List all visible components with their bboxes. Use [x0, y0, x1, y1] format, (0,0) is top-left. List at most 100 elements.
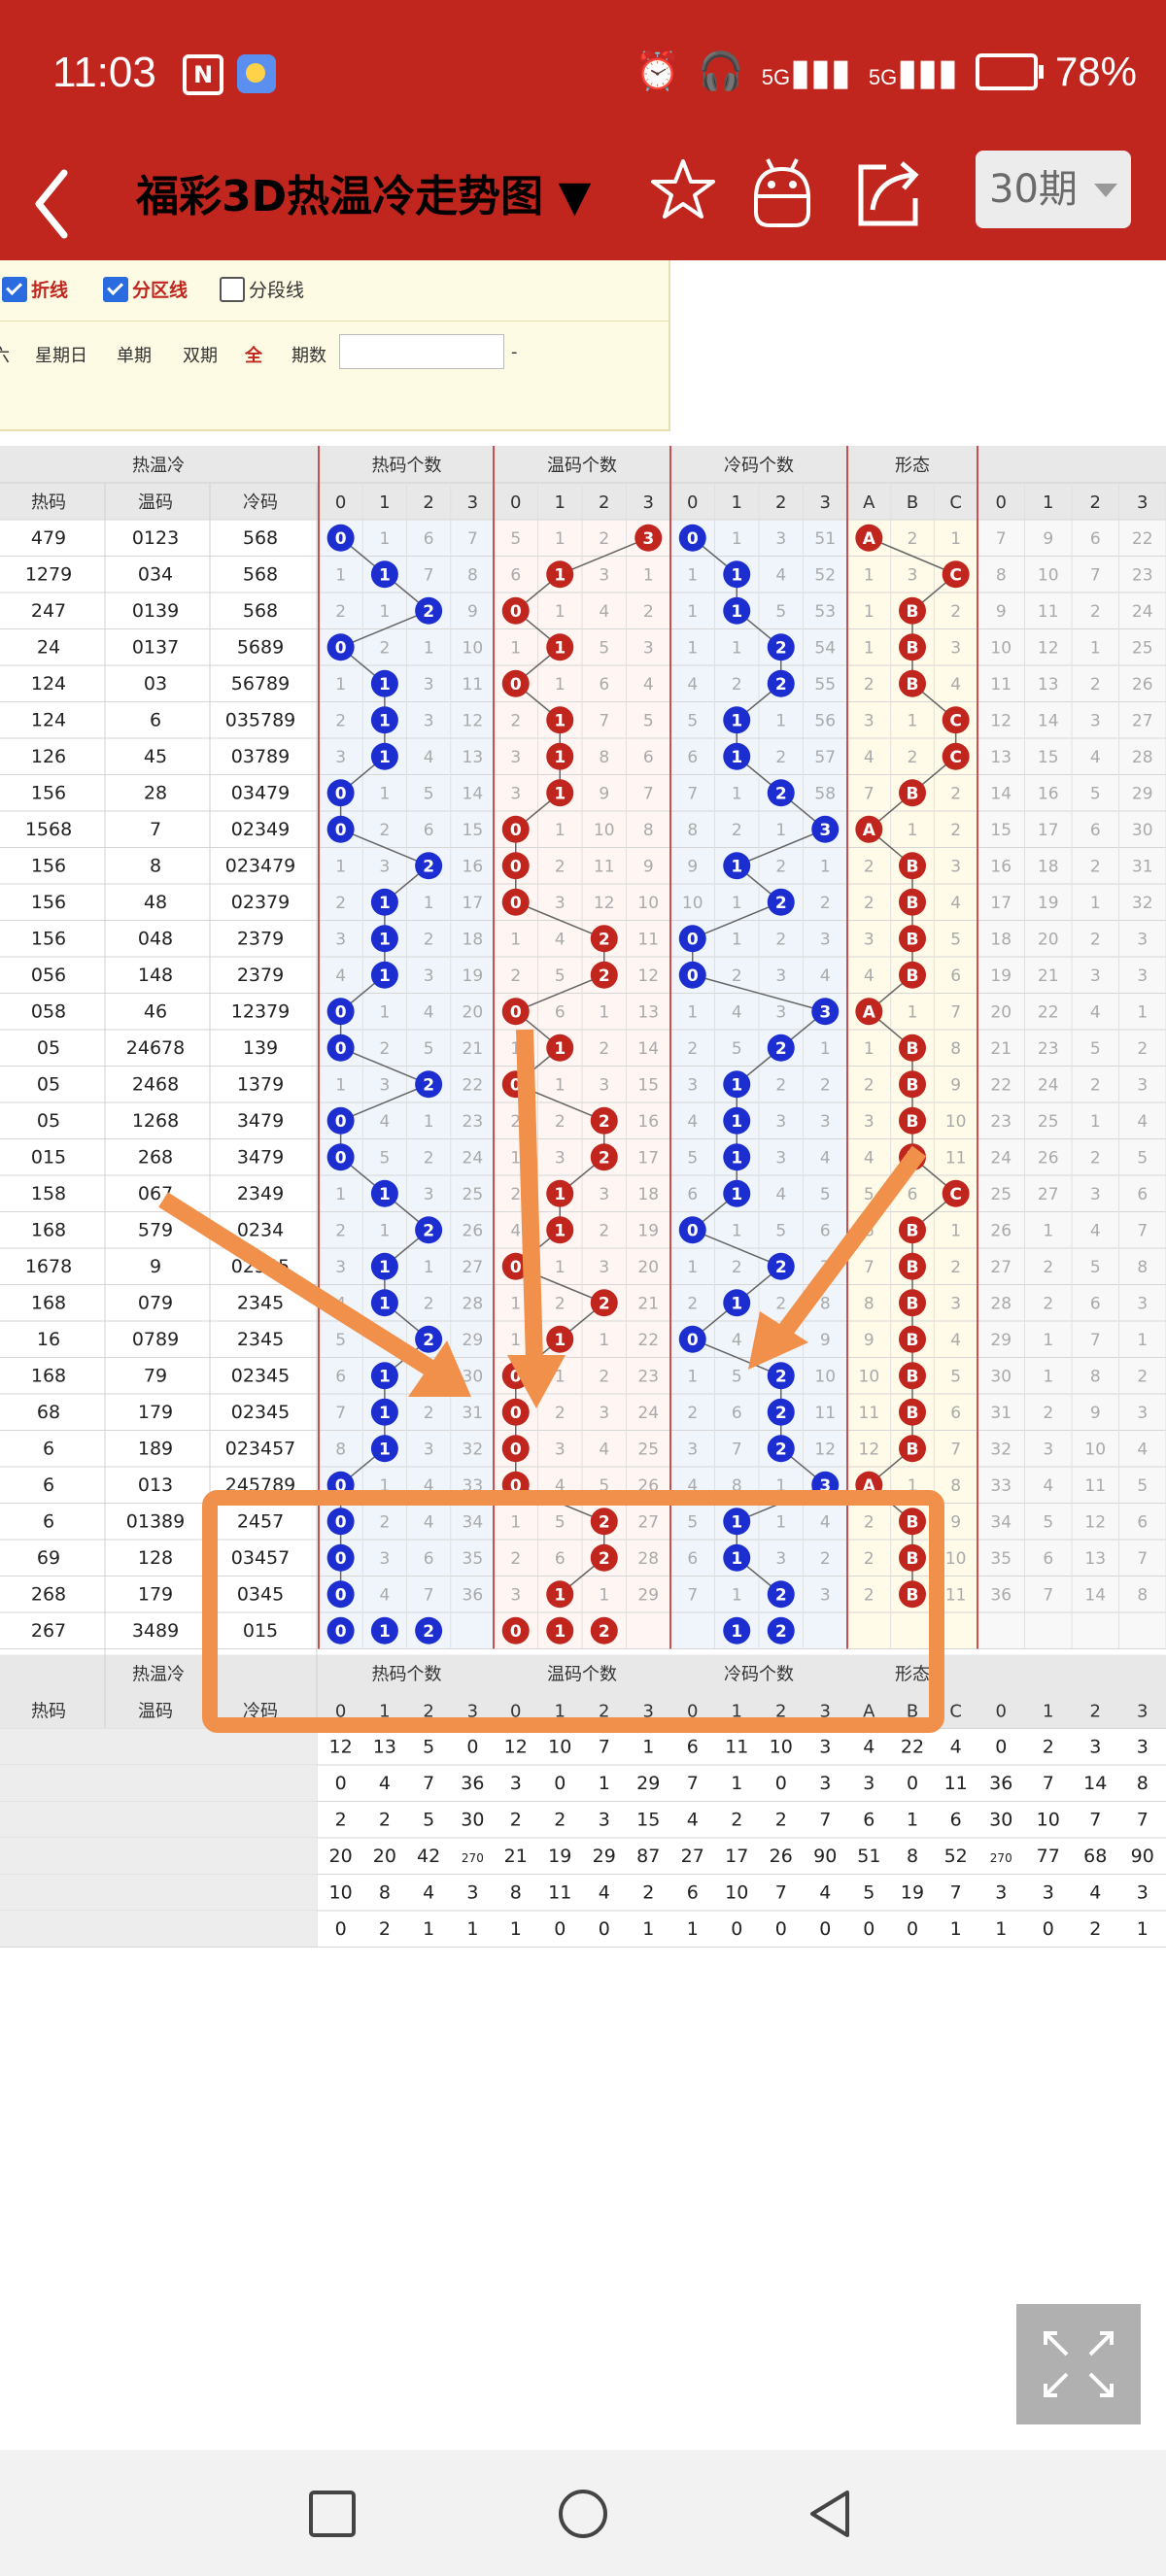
forecast-ball[interactable] — [546, 1616, 574, 1644]
stats-cell: 6 — [950, 1809, 962, 1830]
trend-ball-label: 0 — [687, 1331, 699, 1350]
stats-cell: 4 — [819, 1881, 831, 1903]
android-icon[interactable] — [748, 153, 816, 231]
forecast-ball[interactable] — [501, 1616, 530, 1644]
miss-value: 6 — [950, 966, 961, 986]
forecast-ball[interactable] — [326, 1616, 355, 1644]
miss-value: 13 — [990, 748, 1012, 767]
miss-value: 1 — [555, 1075, 566, 1095]
miss-value: 3 — [687, 1075, 698, 1095]
miss-value: 4 — [424, 748, 434, 767]
checkbox-polyline-box[interactable] — [2, 276, 27, 302]
back-icon[interactable] — [29, 165, 78, 243]
table-cell: 148 — [138, 965, 173, 986]
miss-value: 2 — [950, 602, 961, 622]
forecast-ball[interactable] — [590, 1616, 618, 1644]
circle-nav-icon[interactable] — [556, 2487, 610, 2541]
miss-value: 29 — [1132, 784, 1153, 803]
table-cell: 02379 — [231, 892, 290, 913]
fullscreen-button[interactable] — [1016, 2304, 1141, 2424]
miss-value: 20 — [990, 1002, 1012, 1022]
checkbox-segment-line-box[interactable] — [220, 276, 245, 302]
option-link-six[interactable]: 六 — [0, 346, 10, 366]
stats-cell: 21 — [504, 1846, 528, 1867]
forecast-ball[interactable] — [767, 1616, 795, 1644]
option-link-double[interactable]: 双期 — [183, 346, 218, 366]
miss-value: 2 — [687, 1294, 698, 1313]
miss-value: 27 — [1038, 1185, 1059, 1204]
stats-cell: 1 — [1137, 1918, 1149, 1940]
miss-value: 8 — [950, 1039, 961, 1059]
trend-ball-label: C — [949, 711, 961, 730]
table-cell: 3479 — [237, 1146, 284, 1168]
trend-ball-label: C — [949, 565, 961, 585]
forecast-ball[interactable] — [415, 1616, 443, 1644]
miss-value: 4 — [864, 966, 874, 986]
star-icon[interactable] — [649, 155, 717, 223]
miss-value: 51 — [814, 529, 836, 549]
stats-cell: 7 — [950, 1881, 962, 1903]
miss-value: 7 — [950, 1440, 961, 1459]
checkbox-zone-line-box[interactable] — [103, 276, 128, 302]
square-nav-icon[interactable] — [307, 2489, 360, 2541]
trend-ball — [767, 1252, 795, 1280]
miss-value: 9 — [643, 857, 654, 876]
trend-ball — [899, 1216, 926, 1244]
trend-ball — [326, 1106, 355, 1135]
miss-value: 2 — [555, 1112, 566, 1132]
triangle-nav-icon[interactable] — [805, 2487, 857, 2541]
miss-value: 6 — [424, 821, 434, 840]
checkbox-segment-line[interactable]: 分段线 — [220, 276, 304, 302]
forecast-ball[interactable] — [370, 1616, 398, 1644]
stats-cell: 1 — [466, 1918, 478, 1940]
miss-value: 33 — [990, 1476, 1012, 1496]
table-cell: 79 — [144, 1365, 167, 1386]
miss-value: 3 — [864, 1112, 874, 1132]
miss-value: 3 — [775, 966, 786, 986]
miss-value: 2 — [335, 894, 346, 913]
forecast-ball-label: 2 — [423, 1622, 434, 1642]
headphone-icon: 🎧 — [698, 51, 744, 92]
stats-cell: 27 — [681, 1846, 704, 1867]
miss-value: 26 — [1038, 1148, 1059, 1168]
stats-cell: 7 — [819, 1809, 831, 1830]
share-icon[interactable] — [851, 153, 929, 231]
forecast-ball[interactable] — [723, 1616, 751, 1644]
miss-value: 2 — [1090, 1148, 1101, 1168]
stats-label-bg — [0, 1801, 317, 1838]
trend-ball — [723, 1106, 751, 1135]
trend-ball-label: 2 — [775, 894, 787, 913]
miss-value: 1 — [1090, 894, 1101, 913]
miss-value: 2 — [775, 1294, 786, 1313]
miss-value: 3 — [775, 1148, 786, 1168]
miss-value: 34 — [463, 1512, 484, 1532]
stats-cell: 42 — [417, 1846, 440, 1867]
checkbox-polyline[interactable]: 折线 — [2, 276, 68, 302]
checkbox-zone-line[interactable]: 分区线 — [103, 276, 188, 302]
digit-header: 2 — [599, 492, 609, 513]
miss-value: 32 — [1132, 894, 1153, 913]
miss-value: 3 — [599, 1185, 609, 1204]
stats-digit-header: A — [863, 1702, 875, 1722]
miss-value: 2 — [510, 966, 521, 986]
miss-value: 7 — [864, 1258, 874, 1277]
miss-value: 26 — [1132, 675, 1153, 695]
table-cell: 6 — [150, 709, 161, 730]
period-select[interactable]: 30期 — [976, 151, 1131, 228]
period-count-input[interactable] — [339, 334, 504, 369]
miss-value: 2 — [510, 1112, 521, 1132]
stats-cell: 8 — [907, 1846, 918, 1867]
miss-value: 3 — [775, 1002, 786, 1022]
miss-value: 4 — [687, 675, 698, 695]
miss-value: 56 — [814, 711, 836, 730]
option-link-single[interactable]: 单期 — [117, 346, 152, 366]
miss-value: 2 — [1137, 1367, 1148, 1386]
option-link-sunday[interactable]: 星期日 — [35, 346, 87, 366]
trend-ball — [723, 1508, 751, 1536]
trend-ball-label: 2 — [423, 857, 434, 876]
option-link-all[interactable]: 全 — [245, 346, 262, 366]
miss-value: 1 — [510, 1294, 521, 1313]
page-title[interactable]: 福彩3D热温冷走势图 ▼ — [136, 172, 592, 221]
stats-cell: 0 — [335, 1773, 347, 1794]
miss-value: 25 — [1132, 638, 1153, 658]
